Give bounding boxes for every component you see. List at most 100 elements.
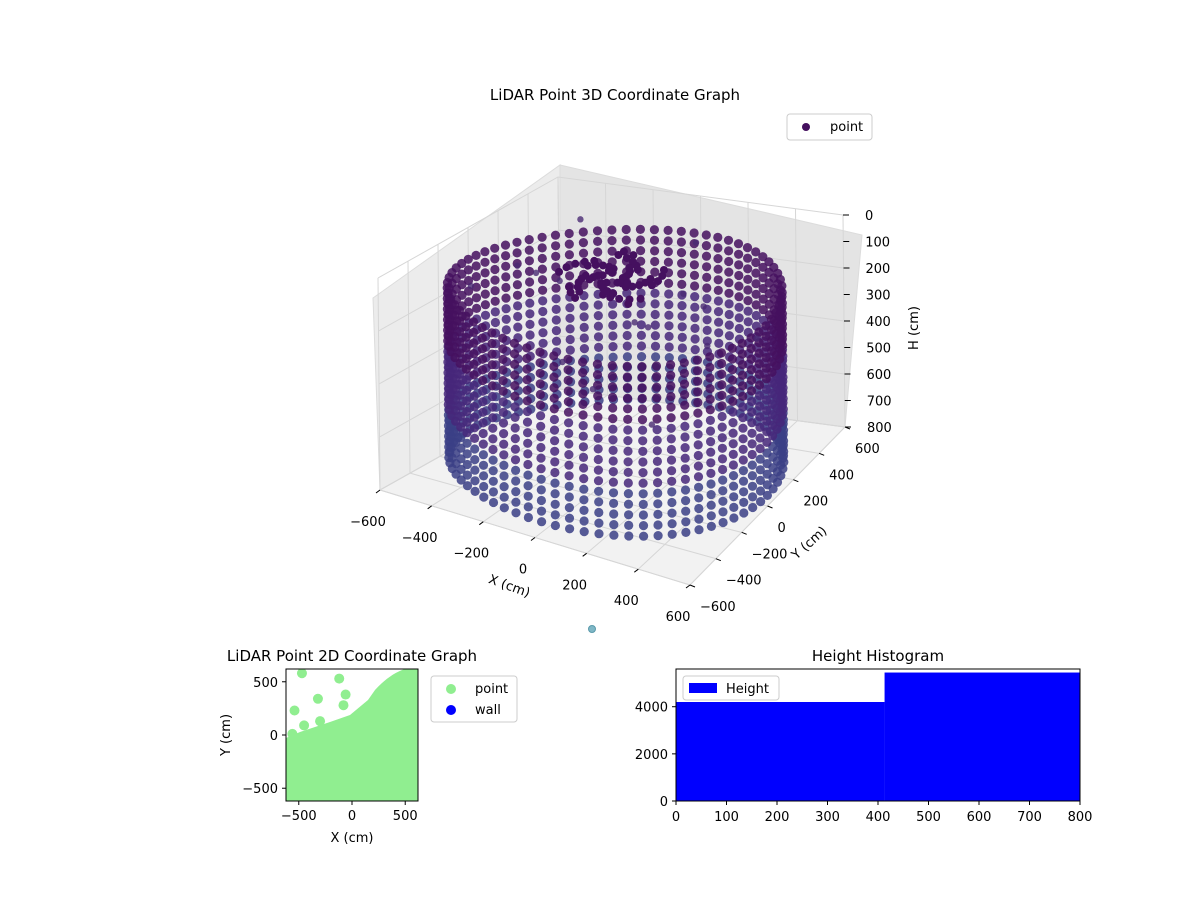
ring-point xyxy=(608,477,619,487)
ring-point xyxy=(738,423,748,433)
ring-point xyxy=(714,317,724,327)
ring-point xyxy=(551,326,562,336)
ring-point xyxy=(755,433,765,443)
ring-point xyxy=(551,294,561,304)
ring-point xyxy=(747,386,757,396)
cluster-point xyxy=(614,251,623,260)
ring-point xyxy=(653,520,663,530)
ring-point xyxy=(455,327,465,337)
ring-point xyxy=(523,459,533,470)
x-tick-label: −200 xyxy=(453,547,489,562)
ring-point xyxy=(524,256,535,266)
ring-point xyxy=(478,407,488,417)
ring-point xyxy=(564,503,575,513)
ring-point xyxy=(762,427,772,437)
ring-point xyxy=(579,516,589,526)
ring-point xyxy=(636,330,647,340)
ring-point xyxy=(608,352,618,362)
ring-point xyxy=(621,235,631,245)
y-tick-label: −600 xyxy=(700,600,736,615)
cloud-point xyxy=(514,262,521,269)
ring-point xyxy=(461,343,471,353)
ring-point xyxy=(592,359,603,369)
ring-point xyxy=(512,269,522,279)
ring-point xyxy=(743,317,753,327)
ring-point xyxy=(729,513,739,523)
ring-point xyxy=(509,338,519,348)
ring-point xyxy=(607,361,617,371)
ring-point xyxy=(608,392,618,402)
ring-point xyxy=(666,444,677,455)
ring-point xyxy=(478,386,488,396)
ring-point xyxy=(777,281,787,291)
ring-point xyxy=(622,352,633,362)
ring-point xyxy=(480,278,490,289)
ring-point xyxy=(480,257,490,267)
ring-point xyxy=(664,321,674,331)
ring-point xyxy=(537,253,547,264)
ring-point xyxy=(498,344,508,354)
x-tick-label: −400 xyxy=(402,531,438,546)
ring-point xyxy=(653,531,663,541)
ring-point xyxy=(510,434,520,444)
ring-point xyxy=(511,476,521,486)
ring-point xyxy=(564,418,574,428)
ring-point xyxy=(525,288,535,298)
scatter-point xyxy=(340,689,351,700)
ring-point xyxy=(762,448,772,458)
ring-point xyxy=(550,230,561,240)
ring-point xyxy=(501,293,511,303)
ring-point xyxy=(487,360,497,370)
z-tick-label: 500 xyxy=(866,342,891,357)
ring-point xyxy=(462,406,472,417)
ring-point xyxy=(470,455,480,465)
ring-point xyxy=(664,342,674,352)
ring-point xyxy=(716,348,727,358)
ring-point xyxy=(623,467,633,477)
ring-point xyxy=(487,391,498,402)
ring-point xyxy=(702,315,712,325)
chart-3d: LiDAR Point 3D Coordinate Graph −600 −400… xyxy=(350,86,922,633)
stray-point-marker xyxy=(588,625,596,633)
ring-point xyxy=(479,471,489,481)
ring-point xyxy=(738,413,748,423)
x-tick-label: 200 xyxy=(765,810,790,825)
ring-point xyxy=(694,514,704,524)
scatter-point xyxy=(312,693,323,704)
z-tick-label: 200 xyxy=(866,262,891,277)
ring-point xyxy=(694,482,704,492)
ring-point xyxy=(728,418,738,428)
x-tick-mark xyxy=(634,568,639,573)
ring-point xyxy=(593,423,603,433)
ring-point xyxy=(536,464,546,474)
ring-point xyxy=(462,417,472,427)
ring-point xyxy=(717,358,727,369)
ring-point xyxy=(522,385,532,395)
ring-point xyxy=(536,411,546,421)
ring-point xyxy=(551,336,562,346)
ring-point xyxy=(549,361,559,372)
ring-point xyxy=(637,404,648,414)
ring-point xyxy=(738,444,748,454)
ring-point xyxy=(488,466,498,476)
ring-point xyxy=(565,271,575,281)
ring-point xyxy=(623,478,633,488)
ring-point xyxy=(579,474,589,484)
ring-point xyxy=(522,375,532,385)
ring-point xyxy=(724,320,734,330)
ring-point xyxy=(738,402,748,412)
ring-point xyxy=(771,308,781,318)
ring-point xyxy=(499,439,509,449)
ring-point xyxy=(663,247,673,257)
ring-point xyxy=(564,513,575,523)
ring-point xyxy=(470,465,480,475)
ring-point xyxy=(578,410,588,420)
ring-point xyxy=(607,382,618,392)
ring-point xyxy=(579,322,589,332)
ring-point xyxy=(717,433,727,443)
ring-point xyxy=(676,226,686,236)
ring-point xyxy=(743,296,753,306)
z-tick-label: 0 xyxy=(865,209,873,224)
scatter-point xyxy=(289,705,300,716)
ring-point xyxy=(579,344,590,354)
